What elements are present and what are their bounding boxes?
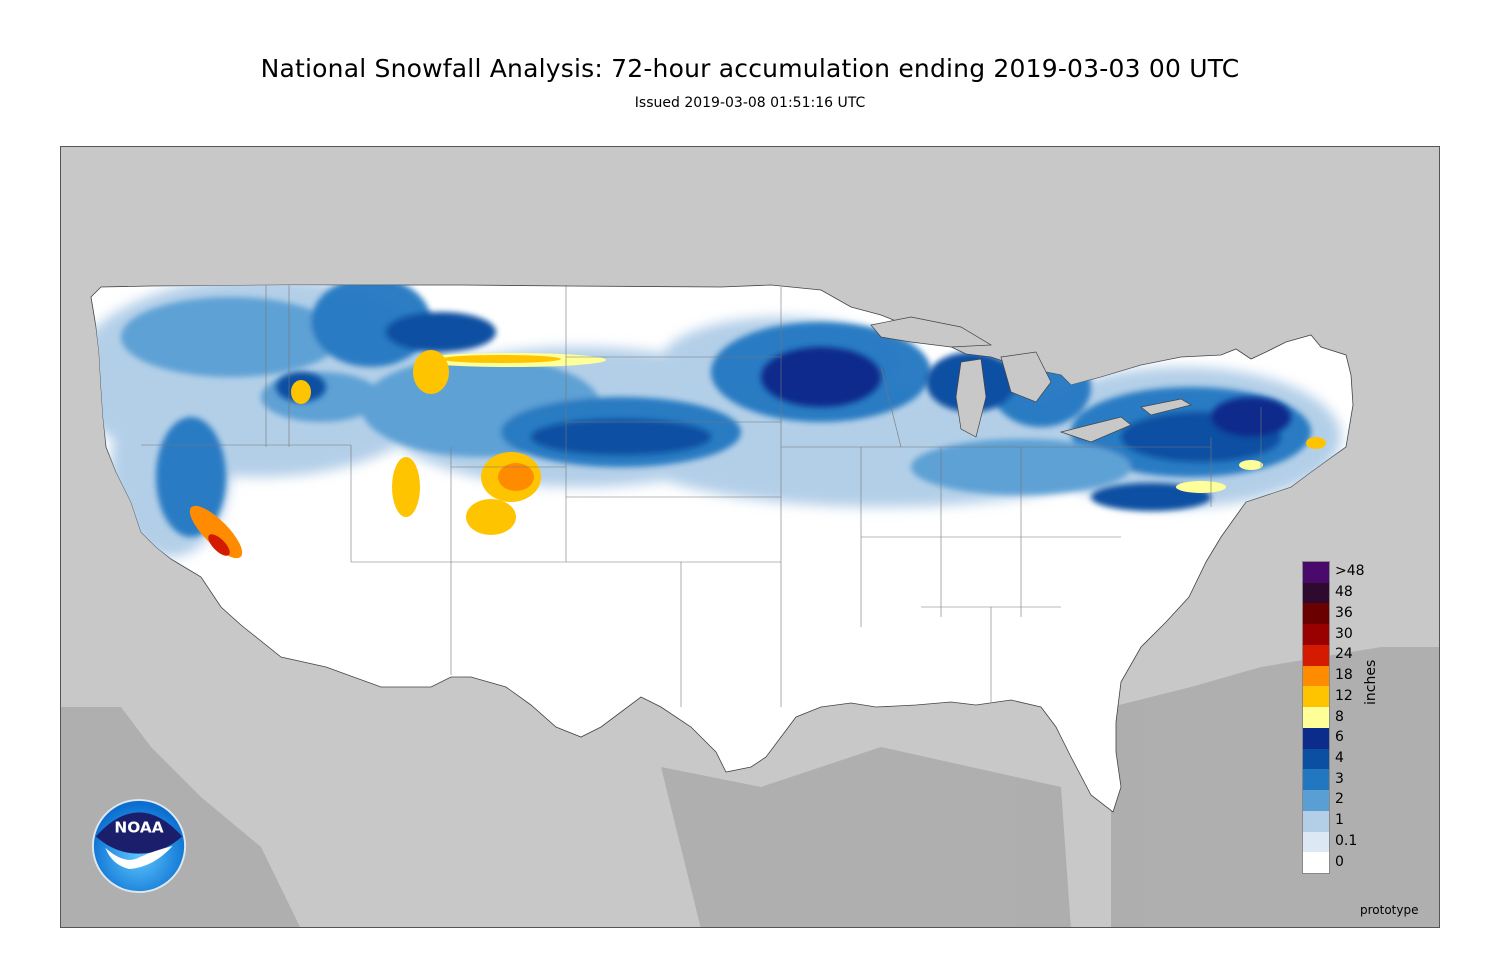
snowfall-map (60, 146, 1440, 928)
legend-swatch (1303, 852, 1329, 874)
legend-swatch (1303, 624, 1329, 646)
legend-tick-label: 8 (1335, 708, 1344, 725)
legend-swatch (1303, 603, 1329, 625)
legend-swatch (1303, 769, 1329, 791)
noaa-logo: NOAA (91, 798, 187, 894)
legend-tick-label: 0 (1335, 853, 1344, 870)
legend-tick-label: 12 (1335, 687, 1353, 704)
legend-tick-label: 2 (1335, 791, 1344, 808)
legend-tick-label: 4 (1335, 749, 1344, 766)
legend-swatch (1303, 707, 1329, 729)
legend-swatch (1303, 686, 1329, 708)
legend-tick-label: 30 (1335, 625, 1353, 642)
legend-swatch (1303, 665, 1329, 687)
state-borders (141, 285, 1262, 707)
legend-swatch (1303, 644, 1329, 667)
prototype-note: prototype (1360, 903, 1419, 917)
legend-units: inches (1363, 659, 1379, 705)
legend-tick-label: 48 (1335, 584, 1353, 601)
legend-tick-label: 18 (1335, 667, 1353, 684)
legend-tick-label: 0.1 (1335, 832, 1358, 849)
legend-tick-label: 36 (1335, 604, 1353, 621)
legend-swatch (1303, 562, 1329, 584)
legend-swatch (1303, 790, 1329, 812)
legend-tick-label: >48 (1335, 563, 1365, 580)
gulf-of-mexico (661, 747, 1071, 927)
legend-swatch (1303, 727, 1329, 750)
color-legend (1302, 561, 1330, 874)
legend-tick-label: 1 (1335, 812, 1344, 829)
noaa-logo-text: NOAA (114, 819, 163, 837)
legend-swatch (1303, 582, 1329, 604)
legend-swatch (1303, 831, 1329, 853)
legend-swatch (1303, 810, 1329, 833)
heavy-snow-bands (189, 350, 1326, 559)
legend-swatch (1303, 748, 1329, 770)
snowfall-field (91, 285, 1341, 559)
map-canvas (61, 284, 1439, 927)
legend-tick-label: 24 (1335, 646, 1353, 663)
legend-tick-label: 6 (1335, 729, 1344, 746)
atlantic-ocean (1111, 647, 1439, 927)
great-lakes (870, 316, 1192, 443)
map-title: National Snowfall Analysis: 72-hour accu… (260, 54, 1240, 83)
map-subtitle: Issued 2019-03-08 01:51:16 UTC (634, 95, 866, 111)
legend-tick-label: 3 (1335, 770, 1344, 787)
